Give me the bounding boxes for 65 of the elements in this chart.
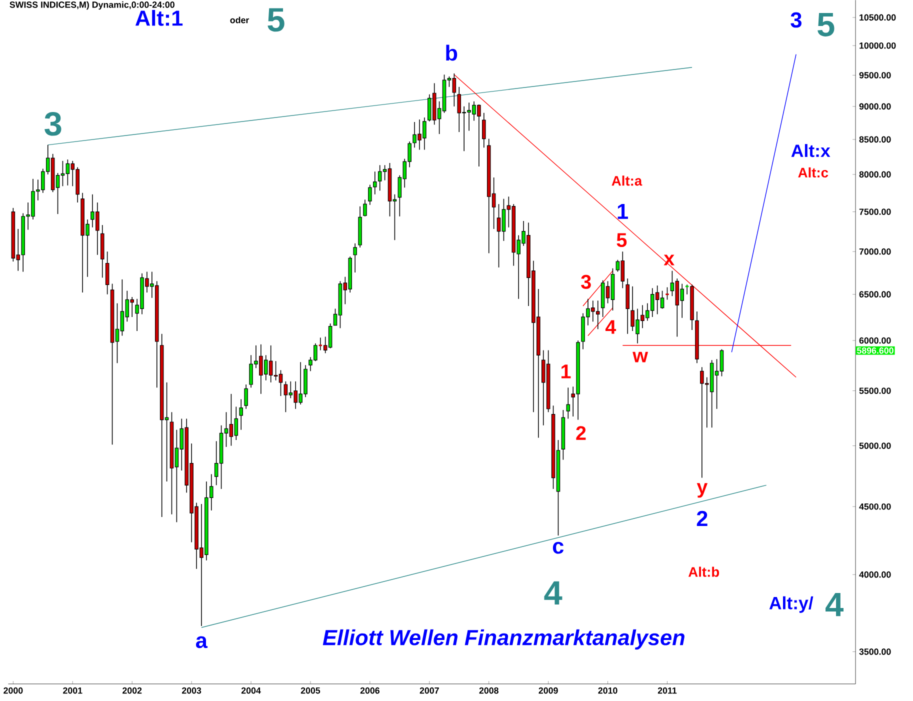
annotation: 2 [576,426,586,440]
x-tick-label: 2007 [420,687,439,694]
x-tick-label: 2010 [598,687,618,694]
annotation: y [696,483,708,498]
x-tick-label: 2005 [300,687,320,694]
annotation: Alt:b [688,566,720,577]
annotation: 4 [826,593,844,616]
annotation: 3 [44,112,62,136]
annotation: 5 [268,8,284,32]
x-tick-label: 2008 [479,687,498,694]
y-tick-label: 6000.00 [859,337,891,344]
x-tick-label: 2006 [360,687,380,694]
annotation: Alt:a [612,176,642,186]
annotation: 5 [616,233,627,248]
y-tick-label: 3500.00 [859,648,891,655]
candlestick [353,243,357,274]
annotation: Alt:x [791,144,830,158]
y-tick-label: 8000.00 [859,171,891,178]
candlestick [482,112,486,148]
y-tick-label: 9000.00 [859,103,891,110]
candlestick [368,184,372,206]
x-tick-label: 2001 [63,687,82,694]
candlestick [373,171,377,195]
y-tick-label: 4000.00 [859,572,891,578]
annotation: oder [230,16,250,24]
candlestick [363,199,367,217]
annotation: 2 [696,510,708,526]
annotation: a [196,636,208,648]
annotation: w [632,352,648,362]
y-tick-label: 7500.00 [859,208,891,216]
y-tick-label: 5000.00 [859,442,891,449]
annotation: 3 [581,274,591,289]
y-tick-label: 7000.00 [859,248,891,255]
annotation: 4 [544,582,562,605]
y-tick-label: 6500.00 [859,291,891,298]
y-tick-label: 4500.00 [859,504,891,510]
annotation: x [664,254,674,266]
candlestick [566,387,570,420]
chart-title: SWISS INDICES,M) Dynamic,0:00-24:00 [10,1,174,10]
annotation: Elliott Wellen Finanzmarktanalysen [322,629,684,650]
candlestick [105,251,110,295]
x-tick-label: 2002 [122,687,142,694]
x-tick-label: 2003 [182,687,202,694]
candlestick [239,398,243,430]
x-tick-label: 2011 [658,687,677,694]
y-tick-label: 5500.00 [859,388,891,394]
x-tick-label: 2009 [538,687,558,694]
y-tick-label: 9500.00 [859,72,891,78]
annotation: 3 [790,12,802,28]
annotation: 5 [818,13,834,37]
annotation: Alt:y/ [769,596,814,613]
x-tick-label: 2000 [4,687,23,694]
candlestick [244,384,248,410]
annotation: c [552,542,564,554]
annotation: 1 [618,204,628,219]
y-tick-label: 10500.00 [860,14,896,21]
y-tick-label: 8500.00 [859,136,891,143]
annotation: b [446,44,458,61]
text: 5896.600 [857,347,894,354]
annotation: 1 [562,364,571,378]
annotation: 4 [605,320,616,334]
annotation: Alt:1 [135,10,183,26]
annotation: Alt:c [798,167,828,178]
x-tick-label: 2004 [241,687,261,694]
y-tick-label: 10000.00 [860,42,896,49]
